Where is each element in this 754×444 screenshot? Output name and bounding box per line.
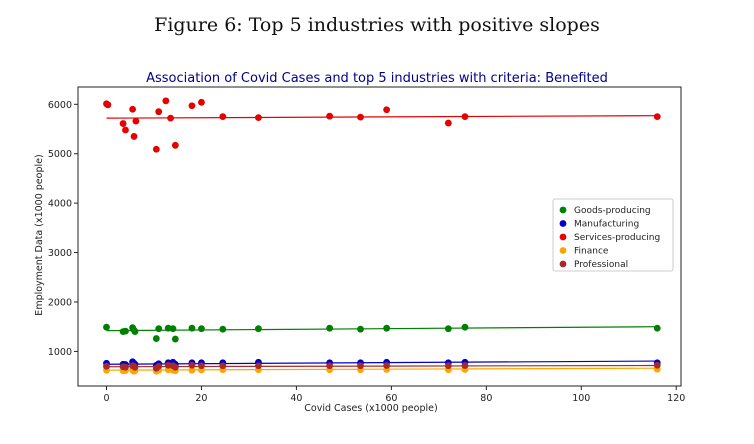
goods-producing-point bbox=[171, 335, 179, 343]
services-producing-point bbox=[129, 105, 137, 113]
goods-producing-point bbox=[169, 325, 177, 333]
services-producing-point bbox=[326, 112, 334, 120]
x-tick-label: 0 bbox=[103, 393, 109, 404]
legend-label-finance: Finance bbox=[574, 247, 609, 257]
professional-point bbox=[198, 362, 205, 370]
services-producing-point bbox=[130, 133, 138, 140]
services-producing-point bbox=[104, 101, 112, 109]
services-producing-point bbox=[132, 117, 140, 125]
goods-producing-point bbox=[131, 328, 139, 336]
professional-point bbox=[444, 362, 452, 370]
x-tick-label: 80 bbox=[480, 393, 492, 404]
services-producing-point bbox=[461, 113, 469, 121]
goods-producing-point bbox=[357, 325, 364, 333]
goods-producing-point bbox=[444, 325, 452, 333]
x-axis-label: Covid Cases (x1000 people) bbox=[304, 403, 437, 414]
services-producing-point bbox=[444, 119, 452, 127]
x-tick-label: 100 bbox=[572, 393, 590, 404]
goods-producing-point bbox=[103, 323, 110, 331]
services-producing-trend-line bbox=[106, 115, 658, 119]
y-tick-label: 2000 bbox=[48, 297, 72, 308]
professional-point bbox=[131, 363, 139, 371]
legend-marker-services-producing bbox=[559, 233, 567, 241]
services-producing-point bbox=[255, 114, 262, 122]
services-producing-point bbox=[653, 113, 661, 121]
services-producing-point bbox=[357, 113, 364, 121]
professional-point bbox=[219, 362, 227, 370]
goods-producing-point bbox=[188, 324, 196, 332]
services-producing-point bbox=[171, 141, 179, 149]
y-tick-label: 3000 bbox=[48, 248, 72, 259]
professional-point bbox=[122, 363, 129, 371]
y-tick-label: 5000 bbox=[48, 149, 72, 160]
goods-producing-point bbox=[326, 324, 334, 332]
x-tick-label: 120 bbox=[667, 393, 685, 404]
professional-point bbox=[255, 362, 262, 370]
y-tick-label: 4000 bbox=[48, 199, 72, 210]
professional-point bbox=[103, 362, 110, 370]
x-tick-label: 20 bbox=[195, 393, 207, 404]
legend-label-manufacturing: Manufacturing bbox=[574, 220, 639, 230]
services-producing-point bbox=[162, 97, 170, 105]
services-producing-point bbox=[122, 126, 129, 134]
professional-point bbox=[357, 362, 364, 370]
legend-label-goods-producing: Goods-producing bbox=[574, 206, 651, 216]
professional-point bbox=[171, 363, 179, 371]
goods-producing-point bbox=[152, 335, 160, 342]
y-tick-label: 1000 bbox=[48, 347, 72, 358]
y-axis-label: Employment Data (x1000 people) bbox=[34, 154, 45, 315]
goods-producing-point bbox=[219, 325, 227, 333]
legend-label-professional: Professional bbox=[574, 260, 628, 270]
goods-producing-point bbox=[383, 324, 391, 332]
services-producing-point bbox=[119, 120, 127, 127]
professional-point bbox=[653, 361, 661, 369]
professional-point bbox=[188, 361, 196, 369]
goods-producing-point bbox=[198, 325, 205, 333]
legend-label-services-producing: Services-producing bbox=[574, 233, 660, 243]
goods-producing-point bbox=[461, 323, 469, 331]
finance-point bbox=[188, 366, 196, 374]
professional-point bbox=[461, 362, 469, 369]
x-tick-label: 40 bbox=[290, 393, 302, 404]
services-producing-point bbox=[155, 108, 163, 116]
goods-producing-point bbox=[653, 324, 661, 332]
services-producing-point bbox=[167, 114, 174, 122]
y-tick-label: 6000 bbox=[48, 100, 72, 111]
services-producing-point bbox=[152, 145, 160, 153]
goods-producing-point bbox=[122, 327, 129, 335]
professional-point bbox=[155, 362, 163, 370]
chart-title: Association of Covid Cases and top 5 ind… bbox=[146, 71, 608, 86]
professional-point bbox=[383, 362, 391, 369]
legend-marker-finance bbox=[559, 247, 567, 254]
goods-producing-point bbox=[155, 325, 163, 333]
services-producing-point bbox=[219, 113, 227, 121]
legend-marker-goods-producing bbox=[559, 206, 567, 214]
goods-producing-trend-line bbox=[106, 326, 658, 332]
goods-producing-point bbox=[255, 325, 262, 333]
services-producing-point bbox=[383, 106, 391, 114]
services-producing-point bbox=[188, 102, 196, 110]
legend: Goods-producing Manufacturing Services-pro… bbox=[552, 198, 674, 272]
x-tick-label: 60 bbox=[385, 393, 397, 404]
plot-area: 0 20 40 60 80 100 120 1000 2000 3000 4000 5000 6000 bbox=[48, 86, 685, 404]
figure-caption: Figure 6: Top 5 industries with positive… bbox=[154, 14, 600, 36]
legend-marker-manufacturing bbox=[559, 220, 567, 227]
plot-frame bbox=[77, 86, 682, 387]
legend-box bbox=[552, 198, 674, 272]
legend-marker-professional bbox=[559, 260, 567, 268]
services-producing-point bbox=[198, 98, 205, 106]
professional-point bbox=[326, 362, 334, 370]
